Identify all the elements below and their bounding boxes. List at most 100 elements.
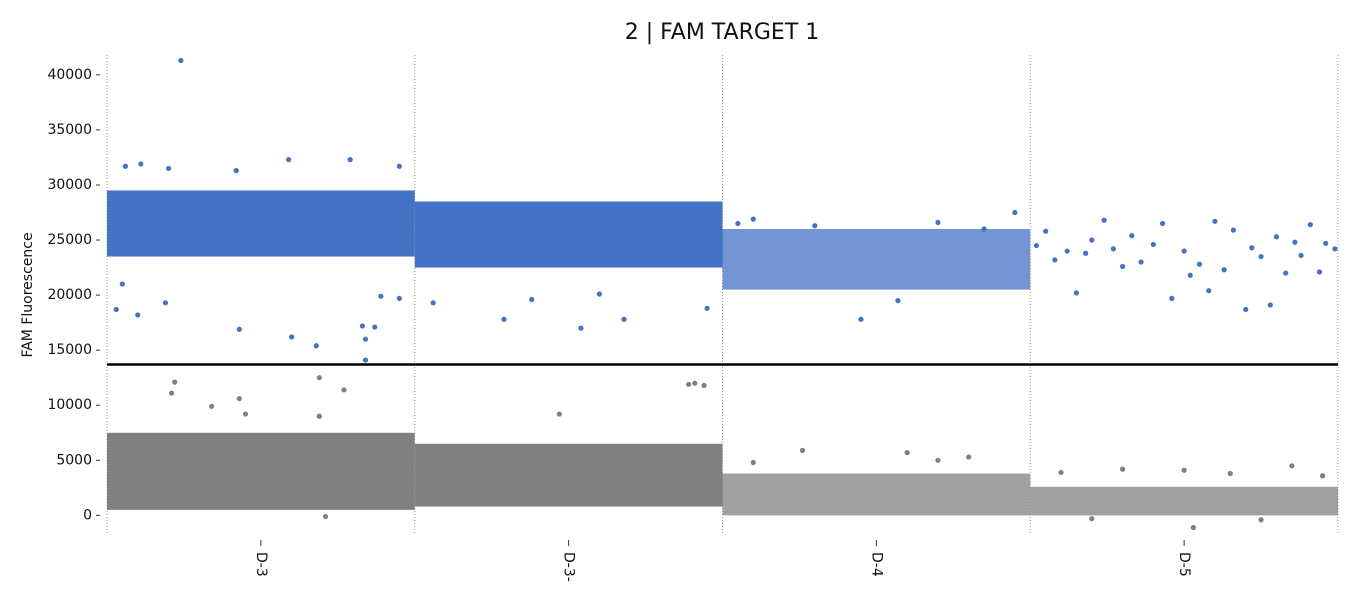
droplet xyxy=(1187,272,1193,278)
droplet xyxy=(981,226,987,232)
chart-title: 2 | FAM TARGET 1 xyxy=(625,20,820,45)
droplet xyxy=(799,447,806,453)
x-tick-label: D-3- xyxy=(561,552,577,582)
droplet xyxy=(1230,227,1236,233)
droplet xyxy=(233,168,239,174)
droplet xyxy=(135,312,141,318)
droplet xyxy=(316,375,322,381)
droplet xyxy=(895,298,901,304)
droplet xyxy=(1052,257,1058,263)
droplet xyxy=(556,411,562,417)
droplet xyxy=(119,281,125,287)
droplet xyxy=(396,295,402,302)
droplet xyxy=(1316,269,1323,275)
y-tick-label: 30000 xyxy=(47,177,92,193)
droplet xyxy=(359,323,366,329)
droplet xyxy=(289,334,295,340)
y-tick-label: 10000 xyxy=(47,397,92,413)
droplet xyxy=(1283,270,1289,276)
droplet xyxy=(1110,246,1116,252)
droplet xyxy=(1196,261,1203,267)
droplet xyxy=(904,449,910,456)
droplet xyxy=(1083,250,1089,256)
droplet-cluster xyxy=(1030,486,1338,516)
droplet xyxy=(1043,228,1049,234)
droplet xyxy=(347,157,353,163)
droplet xyxy=(178,57,184,64)
y-axis-label: FAM Fluorescence xyxy=(20,232,36,357)
droplet xyxy=(313,343,319,349)
droplet xyxy=(1323,240,1329,246)
y-tick-label: 15000 xyxy=(47,342,92,358)
droplet xyxy=(362,357,369,363)
droplet xyxy=(578,325,584,331)
droplet xyxy=(692,380,698,386)
droplet xyxy=(122,163,129,169)
y-tick-label: 5000 xyxy=(56,452,92,468)
droplet xyxy=(529,296,535,303)
droplet xyxy=(1227,470,1233,477)
droplet xyxy=(1119,263,1126,270)
droplet xyxy=(596,291,603,297)
droplet xyxy=(242,411,249,417)
droplet xyxy=(1058,469,1064,476)
droplet xyxy=(285,157,292,163)
droplet xyxy=(162,300,169,306)
droplet xyxy=(172,379,178,385)
droplet xyxy=(236,396,242,402)
droplet xyxy=(169,390,175,396)
droplet xyxy=(750,216,756,222)
droplet xyxy=(372,324,378,330)
droplet xyxy=(735,220,741,227)
droplet xyxy=(1129,233,1135,239)
droplet xyxy=(1320,473,1326,479)
droplet xyxy=(1243,306,1249,313)
droplet xyxy=(621,316,627,322)
droplet xyxy=(686,381,692,387)
droplet xyxy=(1221,267,1227,273)
droplet-cluster xyxy=(722,473,1031,516)
droplet xyxy=(1181,467,1187,473)
droplet xyxy=(138,161,144,167)
droplet xyxy=(362,336,369,342)
droplet xyxy=(1206,288,1212,294)
droplet xyxy=(1073,290,1080,296)
droplet xyxy=(1249,245,1255,251)
droplet xyxy=(236,326,242,332)
y-tick-label: 0 xyxy=(83,507,92,523)
x-tick-label: D-3 xyxy=(253,552,269,577)
droplet xyxy=(1150,241,1156,248)
droplet xyxy=(1169,295,1175,302)
droplet xyxy=(935,457,941,463)
droplet xyxy=(1298,252,1304,259)
droplet-cluster xyxy=(414,201,723,268)
droplet xyxy=(1159,220,1166,227)
droplet xyxy=(1258,253,1264,260)
droplet xyxy=(1289,463,1295,469)
droplet xyxy=(858,316,864,322)
droplet xyxy=(704,305,710,311)
droplet xyxy=(396,163,402,169)
droplet xyxy=(1332,246,1338,252)
droplet xyxy=(209,403,215,409)
droplet xyxy=(1273,234,1280,240)
y-tick-label: 35000 xyxy=(47,122,92,138)
droplet xyxy=(701,382,707,389)
droplet xyxy=(501,316,507,322)
droplet xyxy=(430,300,436,306)
droplet xyxy=(750,459,756,466)
droplet xyxy=(1089,516,1095,522)
droplet xyxy=(1089,237,1095,243)
droplet xyxy=(322,513,329,520)
droplet xyxy=(341,387,347,393)
droplet xyxy=(1212,218,1218,224)
droplet xyxy=(113,306,119,313)
droplet-cluster xyxy=(722,229,1031,290)
droplet xyxy=(966,454,972,460)
droplet xyxy=(1307,222,1313,228)
droplet xyxy=(1258,517,1264,523)
y-tick-label: 20000 xyxy=(47,287,92,303)
droplet xyxy=(1101,217,1107,223)
y-tick-label: 40000 xyxy=(47,67,92,83)
